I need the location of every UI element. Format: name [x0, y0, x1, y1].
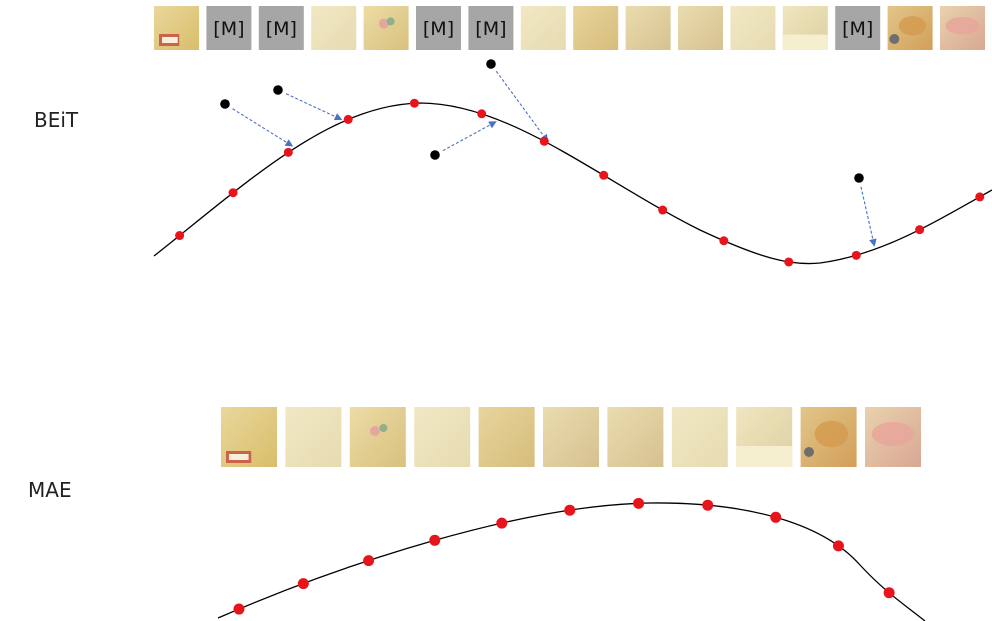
mae-curve-point: [233, 603, 245, 615]
beit-curve-point: [283, 147, 293, 157]
mae-patch-row: [221, 407, 921, 467]
mae-curve-point: [564, 504, 576, 516]
beit-patch: [520, 6, 566, 50]
mae-curve-point: [883, 587, 895, 599]
beit-curve: [153, 102, 992, 265]
beit-patch: [M]: [416, 6, 461, 50]
prediction-arrow: [232, 108, 294, 147]
beit-patch: [M]: [835, 6, 881, 50]
beit-curve-point: [599, 170, 609, 180]
mae-patch: [221, 407, 277, 467]
prediction-point: [430, 150, 440, 160]
mae-curve-point: [770, 511, 782, 523]
beit-patch: [940, 6, 985, 50]
mae-curve-point: [702, 499, 714, 511]
prediction-point: [220, 99, 230, 109]
beit-curve-point: [975, 192, 985, 202]
beit-patch: [887, 6, 933, 50]
beit-patch: [M]: [258, 6, 304, 50]
mae-patch: [414, 407, 471, 467]
beit-curve-point: [784, 257, 794, 267]
beit-patch: [678, 6, 723, 50]
mask-token-label: [M]: [266, 18, 297, 40]
beit-patch: [573, 6, 619, 50]
prediction-point: [486, 59, 496, 69]
mae-patch: [865, 407, 921, 467]
beit-patch: [M]: [468, 6, 514, 50]
mae-patch: [607, 407, 664, 467]
mae-curve: [217, 502, 926, 621]
mae-patch: [800, 407, 857, 467]
mae-patch: [478, 407, 535, 467]
prediction-arrow: [860, 186, 877, 247]
beit-patch: [M]: [206, 6, 252, 50]
beit-patch-row: [M] [M] [M] [M] [M]: [154, 6, 985, 50]
mae-patch: [543, 407, 599, 467]
mae-patch: [671, 407, 728, 467]
beit-curve-points: [175, 98, 985, 267]
mae-curve-points: [233, 497, 895, 615]
beit-curve-point: [539, 136, 549, 146]
mask-token-label: [M]: [423, 18, 454, 40]
mask-token-label: [M]: [213, 18, 244, 40]
prediction-point: [273, 85, 283, 95]
mae-curve-point: [496, 517, 508, 529]
mae-curve-point: [297, 578, 309, 590]
beit-curve-point: [658, 205, 668, 215]
beit-label: BEiT: [34, 108, 79, 132]
beit-curve-point: [409, 98, 419, 108]
beit-curve-point: [851, 250, 861, 260]
beit-patch: [363, 6, 409, 50]
mae-label: MAE: [28, 478, 72, 502]
mae-curve-point: [363, 555, 375, 567]
beit-prediction-arrows: [232, 70, 877, 247]
mask-token-label: [M]: [842, 18, 873, 40]
mae-curve-point: [633, 497, 645, 509]
beit-predictions: [220, 59, 864, 183]
beit-patch: [782, 6, 828, 50]
beit-curve-point: [343, 114, 353, 124]
beit-patch: [625, 6, 671, 50]
prediction-arrow: [285, 93, 343, 121]
prediction-arrow: [495, 70, 549, 143]
beit-patch: [311, 6, 357, 50]
beit-patch: [730, 6, 776, 50]
mae-curve-point: [832, 540, 844, 552]
mask-token-label: [M]: [475, 18, 506, 40]
beit-curve-point: [477, 109, 487, 119]
beit-curve-point: [228, 188, 238, 198]
prediction-point: [854, 173, 864, 183]
beit-patch: [154, 6, 199, 50]
mae-patch: [349, 407, 406, 467]
mae-curve-point: [429, 534, 441, 546]
mae-patch: [285, 407, 342, 467]
beit-curve-point: [915, 225, 925, 235]
mae-patch: [736, 407, 793, 467]
beit-curve-point: [719, 236, 729, 246]
beit-curve-point: [175, 231, 185, 241]
prediction-arrow: [442, 121, 497, 152]
